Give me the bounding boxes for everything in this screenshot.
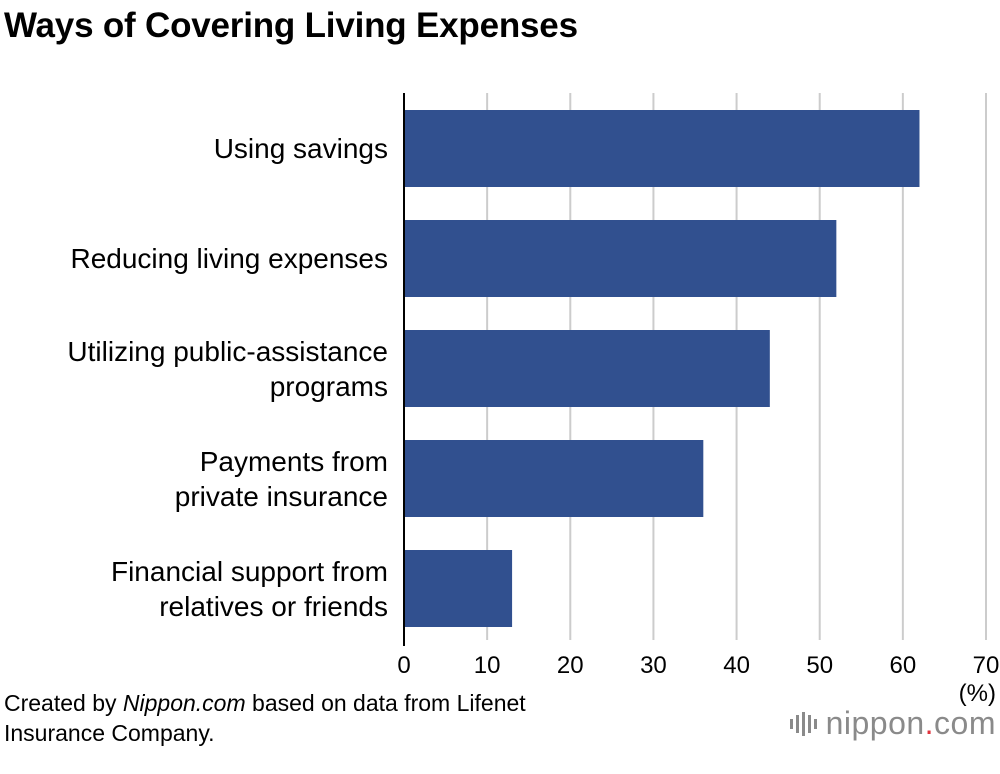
category-label: Reducing living expenses	[0, 241, 388, 276]
bar	[404, 550, 513, 627]
category-label-line: programs	[269, 370, 388, 402]
source-publisher: Nippon.com	[122, 690, 246, 716]
x-tick-label: 70	[973, 652, 1000, 679]
x-tick-label: 40	[723, 652, 750, 679]
category-label-line: Reducing living expenses	[70, 243, 388, 274]
x-tick-label: 50	[806, 652, 833, 679]
category-label-line: Utilizing public-assistance	[67, 335, 388, 367]
category-label: Using savings	[0, 131, 388, 166]
category-label: Payments from private insurance	[0, 444, 388, 514]
x-tick-label: 20	[557, 652, 584, 679]
bar	[404, 110, 920, 187]
category-label-line: relatives or friends	[159, 590, 388, 622]
bar	[404, 220, 837, 297]
bar	[404, 330, 770, 407]
logo-dot: .	[924, 705, 935, 741]
category-label-line: Financial support from	[110, 555, 388, 587]
category-label-line: Payments from	[199, 445, 388, 477]
chart-title: Ways of Covering Living Expenses	[4, 6, 578, 45]
x-axis-ticks: 0 10 20 30 40 50 60 70	[397, 652, 999, 679]
x-tick-label: 10	[474, 652, 501, 679]
x-axis-unit-label: (%)	[958, 680, 996, 707]
category-label: Utilizing public-assistance programs	[0, 334, 388, 404]
source-note: Created by Nippon.com based on data from…	[4, 688, 526, 748]
bar	[404, 440, 704, 517]
category-label: Financial support from relatives or frien…	[0, 554, 388, 624]
x-tick-label: 30	[640, 652, 667, 679]
bar-chart: 0 10 20 30 40 50 60 70	[397, 93, 999, 679]
x-tick-label: 60	[890, 652, 917, 679]
source-line-1: Created by Nippon.com based on data from…	[4, 690, 526, 716]
bars	[404, 110, 920, 627]
logo-bars-icon	[789, 711, 820, 736]
category-label-line: Using savings	[213, 133, 388, 164]
x-tick-label: 0	[397, 652, 410, 679]
nippon-logo: nippon. com	[789, 705, 996, 742]
logo-text: nippon	[825, 705, 925, 741]
logo-suffix: com	[934, 705, 996, 741]
category-label-line: private insurance	[174, 480, 388, 512]
source-line-2: Insurance Company.	[4, 720, 215, 746]
